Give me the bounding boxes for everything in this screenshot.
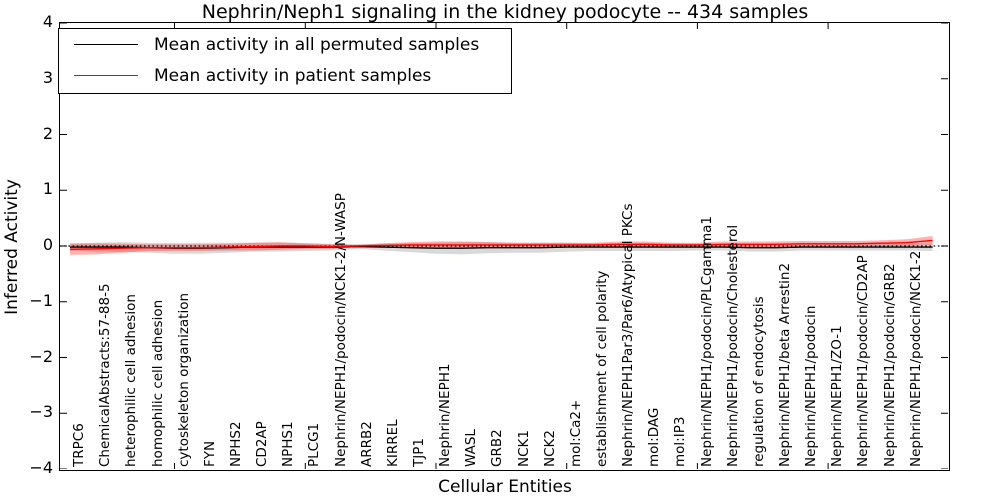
x-entity-label: PLCG1 (306, 422, 323, 467)
y-tick-label: 0 (42, 235, 53, 254)
x-entity-label: NPHS1 (280, 421, 297, 467)
x-entity-label: KIRREL (384, 419, 401, 467)
x-entity-label: ChemicalAbstracts:57-88-5 (97, 283, 114, 467)
x-entity-label: Nephrin/NEPH1/podocin/NCK1-2 (907, 250, 924, 467)
y-tick-label: −1 (29, 290, 53, 310)
x-entity-label: mol:DAG (646, 407, 663, 467)
x-entity-label: Nephrin/NEPH1/beta Arrestin2 (776, 262, 793, 467)
x-entity-label: positive regulation of NF-kappaB transcr… (59, 100, 61, 467)
y-tick-label: −4 (29, 458, 53, 477)
y-tick-label: 1 (42, 179, 53, 199)
legend-label: Mean activity in patient samples (154, 65, 432, 86)
x-entity-label: Nephrin/NEPH1Par3/Par6/Atypical PKCs (620, 203, 637, 468)
y-tick-label: 3 (42, 67, 53, 87)
x-entity-label: Nephrin/NEPH1/podocin (803, 305, 820, 467)
x-entity-label: mol:Ca2+ (567, 399, 584, 467)
x-entity-label: ARRB2 (358, 421, 375, 467)
y-tick-label: 2 (42, 123, 53, 143)
x-entity-label: TJP1 (411, 438, 427, 467)
patient-mean-line (69, 239, 933, 250)
x-entity-label: heterophilic cell adhesion (123, 294, 140, 467)
x-entity-label: Nephrin/NEPH1/podocin/NCK1-2/N-WASP (332, 193, 349, 467)
x-entity-label: NPHS2 (228, 421, 244, 467)
legend: Mean activity in all permuted samples Me… (58, 28, 512, 94)
x-entity-label: Nephrin/NEPH1/podocin/CD2AP (855, 255, 872, 467)
x-entity-label: Nephrin/NEPH1/podocin/PLCgamma1 (698, 215, 715, 467)
x-entity-label: cytoskeleton organization (175, 292, 192, 467)
x-entity-label: Nephrin/NEPH1/podocin/GRB2 (881, 263, 898, 467)
x-entity-label: mol:IP3 (672, 416, 689, 467)
x-entity-label: Nephrin/NEPH1 (437, 363, 454, 467)
x-entity-label: NCK2 (541, 430, 558, 467)
x-entity-label: FYN (201, 440, 218, 467)
x-entity-label: GRB2 (489, 429, 506, 467)
chart-title: Nephrin/Neph1 signaling in the kidney po… (201, 1, 809, 23)
legend-label: Mean activity in all permuted samples (154, 34, 480, 55)
y-tick-label: −2 (29, 346, 53, 366)
x-entity-label: establishment of cell polarity (593, 270, 610, 467)
x-entity-label: Nephrin/NEPH1/ZO-1 (829, 325, 846, 467)
legend-entry-patient: Mean activity in patient samples (59, 60, 511, 91)
permuted-line-sample-icon (74, 44, 138, 45)
axis-ticks (60, 23, 948, 469)
y-tick-label: −3 (29, 402, 53, 422)
y-tick-label: 4 (42, 12, 53, 31)
x-entity-label: WASL (463, 429, 480, 467)
x-entity-label: Nephrin/NEPH1/podocin/Cholesterol (724, 224, 741, 467)
x-entity-label: homophilic cell adhesion (149, 299, 166, 467)
x-entity-label: TRPC6 (71, 423, 88, 467)
patient-line-sample-icon (74, 75, 138, 76)
x-entity-label: regulation of endocytosis (750, 296, 767, 467)
x-entity-label: NCK1 (515, 430, 532, 467)
legend-entry-permuted: Mean activity in all permuted samples (59, 29, 511, 60)
plot-area: positive regulation of NF-kappaB transcr… (59, 22, 950, 471)
chart-svg (60, 23, 948, 469)
x-entity-label: CD2AP (254, 421, 271, 467)
x-axis-label: Cellular Entities (438, 477, 572, 497)
